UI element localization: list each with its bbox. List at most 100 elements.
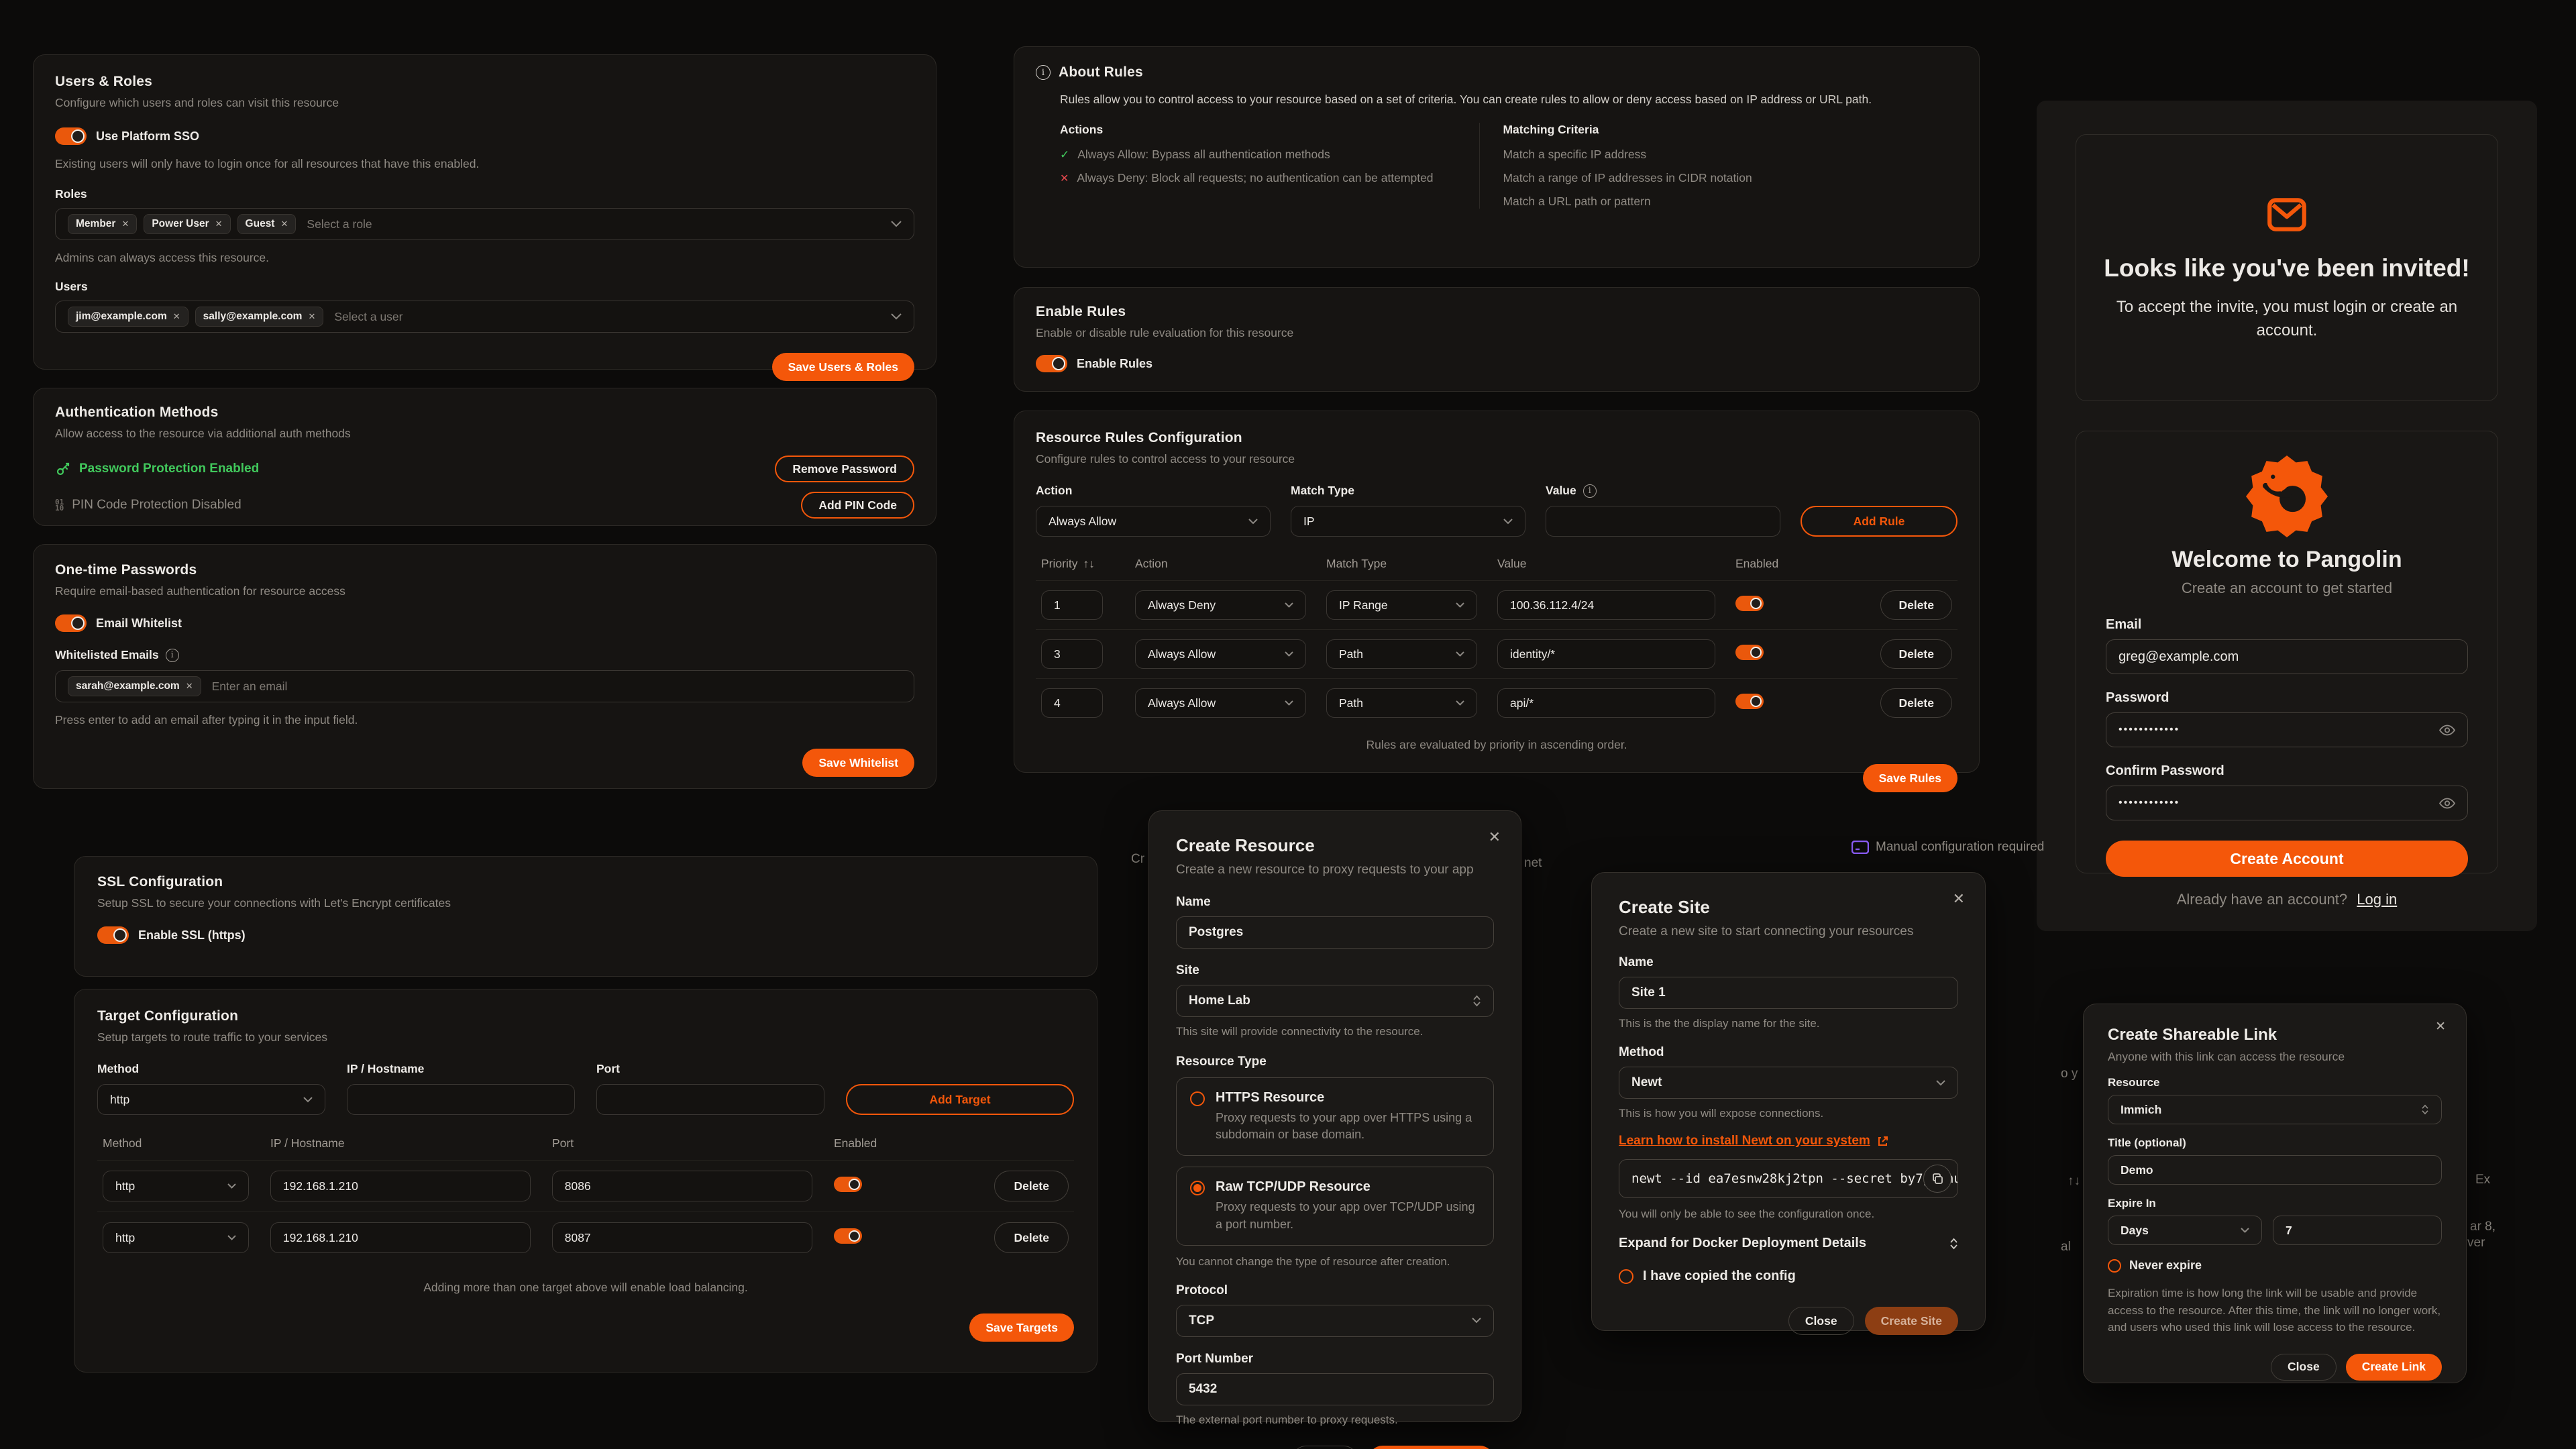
resource-select[interactable]: Immich: [2108, 1095, 2442, 1124]
value-input[interactable]: [1546, 506, 1780, 537]
site-method-select[interactable]: Newt: [1619, 1067, 1958, 1099]
platform-sso-toggle[interactable]: [55, 127, 87, 145]
rule-action-select[interactable]: Always Allow: [1135, 639, 1306, 669]
rule-match-select[interactable]: Path: [1326, 639, 1477, 669]
site-select[interactable]: Home Lab: [1176, 985, 1494, 1017]
role-chip[interactable]: Guest ✕: [237, 214, 297, 234]
rule-value-input[interactable]: 100.36.112.4/24: [1497, 590, 1715, 620]
method-select[interactable]: http: [97, 1084, 325, 1115]
rule-match-select[interactable]: Path: [1326, 688, 1477, 718]
close-icon[interactable]: ✕: [1488, 828, 1501, 845]
role-chip[interactable]: Power User ✕: [144, 214, 231, 234]
action-select[interactable]: Always Allow: [1036, 506, 1271, 537]
remove-password-button[interactable]: Remove Password: [775, 455, 914, 482]
rule-enabled-toggle[interactable]: [1735, 645, 1764, 660]
close-button[interactable]: Close: [1292, 1445, 1358, 1449]
info-icon[interactable]: i: [165, 648, 179, 662]
info-icon[interactable]: i: [1582, 484, 1597, 498]
create-link-button[interactable]: Create Link: [2345, 1353, 2442, 1381]
save-users-roles-button[interactable]: Save Users & Roles: [771, 353, 914, 381]
port-number-input[interactable]: 5432: [1176, 1373, 1494, 1405]
delete-rule-button[interactable]: Delete: [1880, 688, 1952, 718]
add-pin-code-button[interactable]: Add PIN Code: [801, 492, 914, 519]
confirm-password-field[interactable]: ••••••••••••: [2106, 786, 2468, 820]
remove-chip-icon[interactable]: ✕: [215, 219, 223, 229]
user-chip[interactable]: jim@example.com ✕: [68, 307, 189, 327]
priority-input[interactable]: 1: [1041, 590, 1103, 620]
match-type-select[interactable]: IP: [1291, 506, 1525, 537]
ip-hostname-input[interactable]: [347, 1084, 575, 1115]
role-chip[interactable]: Member ✕: [68, 214, 138, 234]
eye-icon[interactable]: [2439, 724, 2455, 736]
target-method-select[interactable]: http: [103, 1171, 249, 1201]
target-ip-input[interactable]: 192.168.1.210: [270, 1171, 531, 1201]
copied-config-option[interactable]: I have copied the config: [1619, 1269, 1958, 1284]
rule-value-input[interactable]: identity/*: [1497, 639, 1715, 669]
delete-rule-button[interactable]: Delete: [1880, 639, 1952, 669]
https-resource-option[interactable]: HTTPS Resource Proxy requests to your ap…: [1176, 1077, 1494, 1157]
close-icon[interactable]: ✕: [1952, 890, 1965, 907]
never-expire-option[interactable]: Never expire: [2108, 1258, 2442, 1273]
roles-multiselect[interactable]: Member ✕ Power User ✕ Guest ✕ Select a role: [55, 208, 914, 240]
copy-icon[interactable]: [1923, 1165, 1951, 1193]
save-rules-button[interactable]: Save Rules: [1862, 764, 1957, 792]
log-in-link[interactable]: Log in: [2357, 891, 2398, 908]
rule-enabled-toggle[interactable]: [1735, 694, 1764, 709]
remove-chip-icon[interactable]: ✕: [185, 681, 193, 691]
save-targets-button[interactable]: Save Targets: [969, 1313, 1074, 1342]
rule-action-select[interactable]: Always Allow: [1135, 688, 1306, 718]
raw-resource-option[interactable]: Raw TCP/UDP Resource Proxy requests to y…: [1176, 1167, 1494, 1246]
protocol-select[interactable]: TCP: [1176, 1304, 1494, 1337]
close-button[interactable]: Close: [1788, 1307, 1854, 1335]
enable-ssl-toggle[interactable]: [97, 926, 129, 944]
close-icon[interactable]: ✕: [2435, 1020, 2446, 1034]
otp-note: Press enter to add an email after typing…: [55, 713, 358, 727]
whitelist-emails-input[interactable]: sarah@example.com ✕ Enter an email: [55, 670, 914, 702]
newt-command-box[interactable]: newt --id ea7esnw28kj2tpn --secret by7jf…: [1619, 1159, 1958, 1198]
target-port-input[interactable]: 8086: [551, 1171, 812, 1201]
email-field[interactable]: greg@example.com: [2106, 639, 2468, 674]
remove-chip-icon[interactable]: ✕: [121, 219, 129, 229]
close-button[interactable]: Close: [2271, 1353, 2337, 1381]
rule-match-select[interactable]: IP Range: [1326, 590, 1477, 620]
create-account-button[interactable]: Create Account: [2106, 841, 2468, 877]
create-resource-button[interactable]: Create Resource: [1368, 1445, 1494, 1449]
rule-enabled-toggle[interactable]: [1735, 596, 1764, 611]
add-target-button[interactable]: Add Target: [846, 1084, 1074, 1115]
delete-target-button[interactable]: Delete: [994, 1222, 1069, 1253]
add-rule-button[interactable]: Add Rule: [1801, 506, 1957, 537]
priority-sort-header[interactable]: Priority ↑↓: [1041, 557, 1095, 570]
target-enabled-toggle[interactable]: [833, 1177, 862, 1192]
email-whitelist-toggle[interactable]: [55, 614, 87, 632]
priority-input[interactable]: 3: [1041, 639, 1103, 669]
link-title-input[interactable]: Demo: [2108, 1155, 2442, 1185]
resource-name-input[interactable]: Postgres: [1176, 916, 1494, 949]
site-name-input[interactable]: Site 1: [1619, 977, 1958, 1009]
docker-details-expander[interactable]: Expand for Docker Deployment Details: [1619, 1236, 1958, 1251]
create-site-button[interactable]: Create Site: [1864, 1307, 1958, 1335]
delete-rule-button[interactable]: Delete: [1880, 590, 1952, 620]
enable-rules-toggle[interactable]: [1036, 355, 1067, 372]
user-chip[interactable]: sally@example.com ✕: [195, 307, 324, 327]
port-input[interactable]: [596, 1084, 824, 1115]
target-port-input[interactable]: 8087: [551, 1222, 812, 1253]
delete-target-button[interactable]: Delete: [994, 1171, 1069, 1201]
target-ip-input[interactable]: 192.168.1.210: [270, 1222, 531, 1253]
remove-chip-icon[interactable]: ✕: [308, 311, 316, 321]
target-method-select[interactable]: http: [103, 1222, 249, 1253]
eye-icon[interactable]: [2439, 798, 2455, 809]
remove-chip-icon[interactable]: ✕: [280, 219, 288, 229]
link-title-label: Title (optional): [2108, 1136, 2186, 1149]
save-whitelist-button[interactable]: Save Whitelist: [802, 749, 914, 777]
target-enabled-toggle[interactable]: [833, 1228, 862, 1244]
install-newt-link[interactable]: Learn how to install Newt on your system: [1619, 1134, 1870, 1148]
rule-value-input[interactable]: api/*: [1497, 688, 1715, 718]
expire-unit-select[interactable]: Days: [2108, 1216, 2262, 1245]
password-field[interactable]: ••••••••••••: [2106, 712, 2468, 747]
expire-value-input[interactable]: 7: [2273, 1216, 2442, 1245]
email-chip[interactable]: sarah@example.com ✕: [68, 676, 201, 696]
remove-chip-icon[interactable]: ✕: [172, 311, 180, 321]
priority-input[interactable]: 4: [1041, 688, 1103, 718]
rule-action-select[interactable]: Always Deny: [1135, 590, 1306, 620]
users-multiselect[interactable]: jim@example.com ✕ sally@example.com ✕ Sele…: [55, 301, 914, 333]
